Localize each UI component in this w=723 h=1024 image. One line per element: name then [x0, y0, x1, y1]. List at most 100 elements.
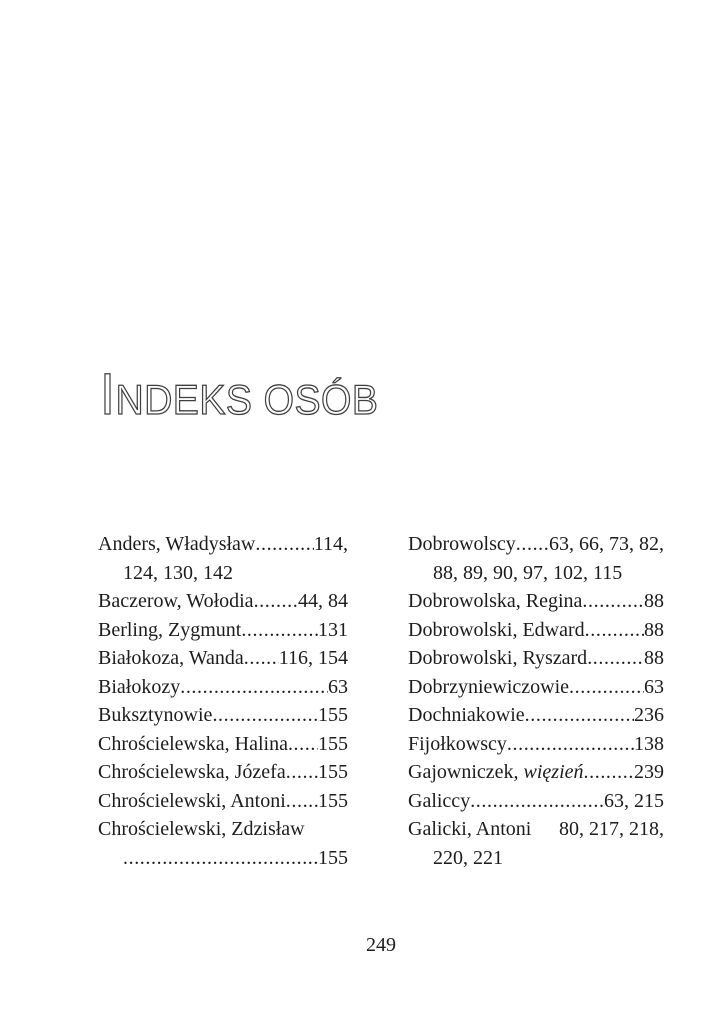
entry-name: Chrościelewska, Józefa — [98, 761, 286, 783]
entry-name: Dobrowolscy — [408, 533, 516, 555]
entry-pages: 63 — [328, 675, 348, 698]
entry-continuation-line: 155 — [123, 844, 348, 873]
dot-leader — [286, 787, 318, 816]
index-entry: Chrościelewski, Antoni 155 — [98, 787, 348, 816]
index-entry: Gajowniczek, więzień 239 — [408, 758, 664, 787]
dot-leader — [286, 758, 318, 787]
index-entry-line: Dobrowolscy 63, 66, 73, 82, — [408, 530, 664, 559]
index-entry-line: Białokozy 63 — [98, 673, 348, 702]
index-entry-line: Galicki, Antoni 80, 217, 218, — [408, 815, 664, 844]
index-entry-line: Białokoza, Wanda 116, 154 — [98, 644, 348, 673]
entry-continuation: 220, 221 — [433, 846, 503, 869]
dot-leader — [288, 730, 318, 759]
entry-name: Dobrzyniewiczowie — [408, 675, 570, 698]
dot-leader — [569, 673, 644, 702]
dot-leader — [584, 758, 634, 787]
index-entry-line: Dobrowolski, Ryszard 88 — [408, 644, 664, 673]
index-entry: Chrościelewski, Zdzisław 155 — [98, 815, 348, 872]
index-entry-line: Buksztynowie 155 — [98, 701, 348, 730]
index-entry: Dobrowolski, Edward 88 — [408, 616, 664, 645]
index-entry: Buksztynowie 155 — [98, 701, 348, 730]
entry-pages: 88 — [644, 618, 664, 641]
entry-name-italic: więzień — [523, 761, 584, 783]
dot-leader — [212, 701, 318, 730]
index-entry: Dobrowolscy 63, 66, 73, 82, 88, 89, 90, 97… — [408, 530, 664, 587]
entry-name: Fijołkowscy — [408, 732, 507, 755]
index-entry-line: Dobrzyniewiczowie 63 — [408, 673, 664, 702]
entry-pages: 155 — [318, 704, 348, 726]
index-entry: Dochniakowie 236 — [408, 701, 664, 730]
page-title: Indeks osób — [99, 362, 379, 427]
entry-pages: 88 — [644, 590, 664, 612]
entry-pages: 116, 154 — [278, 647, 348, 669]
index-entry-line: Chrościelewska, Józefa 155 — [98, 758, 348, 787]
entry-pages: 44, 84 — [298, 590, 348, 612]
entry-name: Baczerow, Wołodia — [98, 590, 254, 612]
index-entry: Galiccy 63, 215 — [408, 787, 664, 816]
index-entry: Galicki, Antoni 80, 217, 218, 220, 221 — [408, 815, 664, 872]
entry-name: Dobrowolski, Edward — [408, 618, 585, 641]
entry-pages: 114, — [313, 533, 348, 555]
index-entry: Fijołkowscy 138 — [408, 730, 664, 759]
dot-leader — [582, 587, 644, 616]
dot-leader — [585, 616, 644, 645]
index-entry-line: Anders, Władysław 114, — [98, 530, 348, 559]
index-entry-line: Galiccy 63, 215 — [408, 787, 664, 816]
entry-continuation: 88, 89, 90, 97, 102, 115 — [433, 561, 623, 584]
entry-name: Berling, Zygmunt — [98, 618, 242, 641]
index-entry-line: Fijołkowscy 138 — [408, 730, 664, 759]
index-columns: Anders, Władysław 114, 124, 130, 142 Baczer… — [98, 530, 664, 872]
index-entry: Chrościelewska, Halina 155 — [98, 730, 348, 759]
entry-name: Gajowniczek, więzień — [408, 761, 584, 783]
entry-name: Chrościelewski, Zdzisław — [98, 818, 305, 840]
index-entry: Anders, Władysław 114, 124, 130, 142 — [98, 530, 348, 587]
index-entry: Białokozy 63 — [98, 673, 348, 702]
index-entry-line: Dochniakowie 236 — [408, 701, 664, 730]
entry-name: Galiccy — [408, 789, 471, 812]
entry-name: Białokoza, Wanda — [98, 647, 244, 669]
index-entry: Dobrzyniewiczowie 63 — [408, 673, 664, 702]
entry-pages: 155 — [318, 846, 348, 869]
index-entry-line: Gajowniczek, więzień 239 — [408, 758, 664, 787]
index-entry-line: Chrościelewska, Halina 155 — [98, 730, 348, 759]
dot-leader — [244, 644, 279, 673]
entry-name: Buksztynowie — [98, 704, 213, 726]
dot-leader — [180, 673, 328, 702]
entry-name: Białokozy — [98, 675, 181, 698]
index-entry-line: Chrościelewski, Antoni 155 — [98, 787, 348, 816]
entry-pages: 131 — [318, 618, 348, 641]
index-entry-line: Berling, Zygmunt 131 — [98, 616, 348, 645]
page-number: 249 — [366, 934, 396, 956]
index-entry: Dobrowolska, Regina 88 — [408, 587, 664, 616]
entry-name: Chrościelewski, Antoni — [98, 789, 286, 812]
entry-name: Chrościelewska, Halina — [98, 732, 288, 755]
entry-name: Galicki, Antoni — [408, 818, 532, 840]
dot-leader — [525, 701, 634, 730]
entry-pages: 138 — [634, 732, 664, 755]
index-entry: Berling, Zygmunt 131 — [98, 616, 348, 645]
dot-leader — [587, 644, 644, 673]
entry-pages: 155 — [318, 732, 348, 755]
index-entry-line: Chrościelewski, Zdzisław — [98, 815, 348, 844]
index-entry: Białokoza, Wanda 116, 154 — [98, 644, 348, 673]
index-entry: Dobrowolski, Ryszard 88 — [408, 644, 664, 673]
dot-leader — [123, 844, 318, 873]
entry-pages: 155 — [318, 789, 348, 812]
dot-leader — [516, 530, 549, 559]
entry-pages: 236 — [634, 704, 664, 726]
dot-leader — [470, 787, 604, 816]
dot-leader — [241, 616, 318, 645]
entry-continuation: 124, 130, 142 — [123, 561, 233, 584]
index-column-left: Anders, Władysław 114, 124, 130, 142 Baczer… — [98, 530, 348, 872]
dot-leader — [255, 530, 313, 559]
entry-pages: 63, 215 — [604, 789, 664, 812]
index-entry-line: Dobrowolska, Regina 88 — [408, 587, 664, 616]
index-entry: Baczerow, Wołodia 44, 84 — [98, 587, 348, 616]
entry-name: Anders, Władysław — [98, 533, 256, 555]
entry-pages: 88 — [644, 647, 664, 669]
index-entry-line: Baczerow, Wołodia 44, 84 — [98, 587, 348, 616]
entry-name: Dobrowolski, Ryszard — [408, 647, 588, 669]
index-entry: Chrościelewska, Józefa 155 — [98, 758, 348, 787]
entry-pages: 63 — [644, 675, 664, 698]
